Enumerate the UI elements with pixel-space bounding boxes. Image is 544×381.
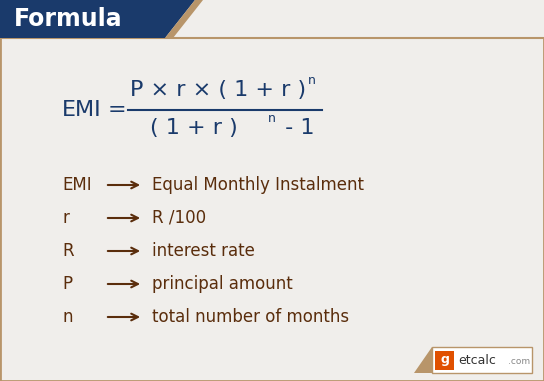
Bar <box>0 0 544 38</box>
Text: g: g <box>440 354 449 367</box>
Text: principal amount: principal amount <box>152 275 293 293</box>
Bar <box>432 347 532 373</box>
Text: - 1: - 1 <box>278 118 314 138</box>
Text: Formula: Formula <box>14 7 122 31</box>
Text: n: n <box>268 112 276 125</box>
Text: R /100: R /100 <box>152 209 206 227</box>
Text: .com: .com <box>508 357 530 367</box>
Text: EMI: EMI <box>62 176 91 194</box>
Text: n: n <box>62 308 72 326</box>
Text: P: P <box>62 275 72 293</box>
Polygon shape <box>165 0 203 38</box>
Text: ( 1 + r ): ( 1 + r ) <box>150 118 238 138</box>
Text: etcalc: etcalc <box>458 354 496 367</box>
Text: r: r <box>62 209 69 227</box>
Bar <box>435 351 454 370</box>
Text: n: n <box>308 75 316 88</box>
Text: =: = <box>108 100 127 120</box>
Polygon shape <box>0 0 195 38</box>
Polygon shape <box>414 347 432 373</box>
Text: R: R <box>62 242 73 260</box>
Text: total number of months: total number of months <box>152 308 349 326</box>
Text: Equal Monthly Instalment: Equal Monthly Instalment <box>152 176 364 194</box>
Text: P × r × ( 1 + r ): P × r × ( 1 + r ) <box>130 80 306 100</box>
Text: EMI: EMI <box>62 100 102 120</box>
Text: interest rate: interest rate <box>152 242 255 260</box>
